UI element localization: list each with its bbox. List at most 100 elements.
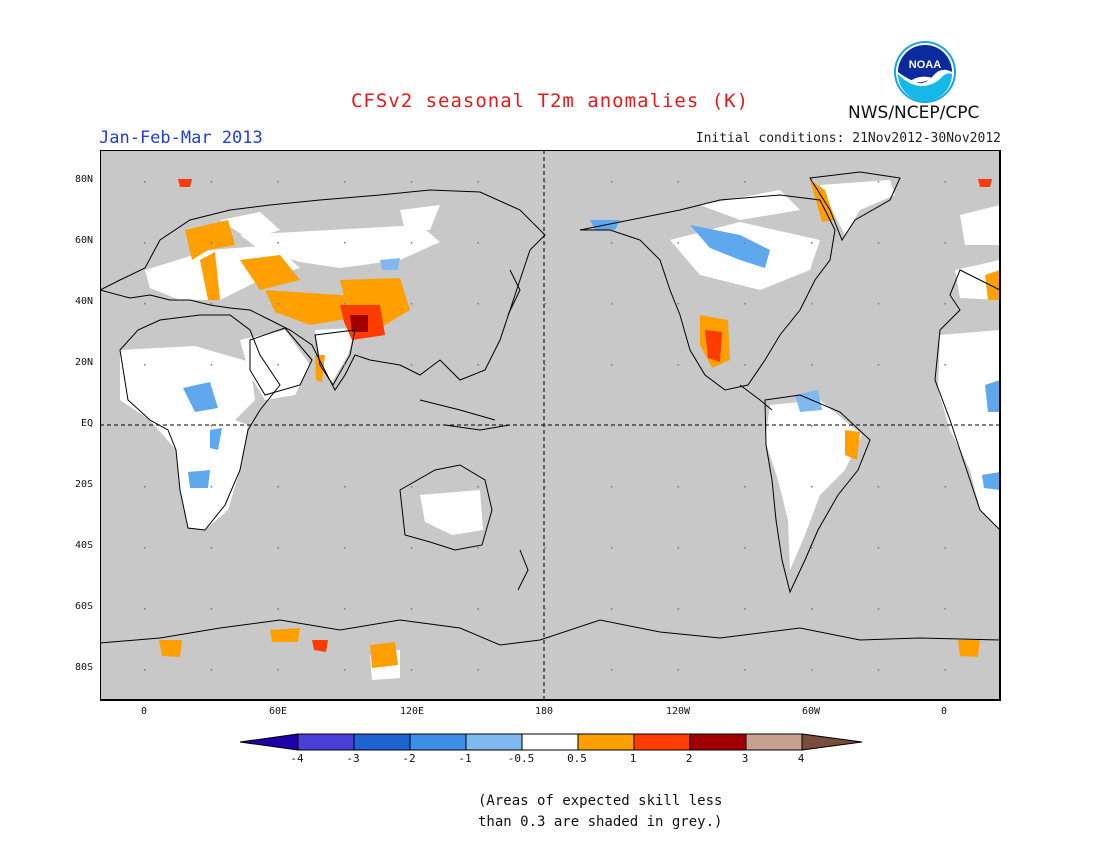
graticule-dot [277, 608, 279, 610]
graticule-dot [610, 425, 613, 427]
graticule-dot [811, 242, 813, 244]
colorbar-swatch [633, 733, 691, 751]
graticule-dot [544, 486, 546, 488]
graticule-dot [877, 425, 880, 427]
lat-label-60n: 60N [74, 235, 93, 246]
graticule-dot [544, 364, 546, 366]
graticule-dot [277, 547, 279, 549]
graticule-dot [677, 303, 680, 305]
forecast-period: Jan-Feb-Mar 2013 [99, 128, 263, 148]
graticule-dot [277, 242, 279, 244]
graticule-dot [277, 181, 279, 183]
graticule-dot [410, 425, 413, 427]
graticule-dot [877, 242, 880, 244]
graticule-dot [677, 181, 680, 183]
graticule-dot [410, 303, 413, 305]
lon-label-60w: 60W [801, 706, 821, 717]
agency-label: NWS/NCEP/CPC [848, 103, 980, 123]
graticule-dot [344, 242, 346, 244]
graticule-dot [410, 181, 413, 183]
graticule-dot [744, 547, 746, 549]
graticule-dot [344, 425, 346, 427]
lon-label-60e: 60E [268, 706, 288, 717]
graticule-dot [811, 547, 813, 549]
graticule-dot [544, 669, 546, 671]
graticule-dot [277, 669, 279, 671]
graticule-dot [477, 425, 479, 427]
graticule-dot [944, 608, 946, 610]
graticule-dot [144, 242, 146, 244]
graticule-dot [477, 242, 479, 244]
graticule-dot [744, 181, 746, 183]
map-title: CFSv2 seasonal T2m anomalies (K) [350, 90, 750, 112]
graticule-dot [610, 242, 613, 244]
graticule-dot [210, 303, 213, 305]
lon-label-0-right: 0 [940, 706, 948, 717]
graticule-dot [811, 669, 813, 671]
graticule-dot [811, 303, 813, 305]
colorbar-label: -4 [290, 752, 304, 765]
graticule-dot [210, 547, 213, 549]
graticule-dot [744, 608, 746, 610]
graticule-dot [344, 547, 346, 549]
graticule-dot [744, 364, 746, 366]
graticule-dot [344, 364, 346, 366]
graticule-dot [477, 364, 479, 366]
graticule-dot [410, 486, 413, 488]
graticule-dot [944, 486, 946, 488]
footnote-line-2: than 0.3 are shaded in grey.) [478, 814, 723, 830]
graticule-dot [477, 486, 479, 488]
graticule-dot [544, 547, 546, 549]
colorbar-label: 3 [741, 752, 749, 765]
colorbar-swatch [745, 733, 803, 751]
colorbar-label: 2 [685, 752, 693, 765]
graticule-dot [877, 547, 880, 549]
graticule-dot [944, 242, 946, 244]
graticule-dot [677, 364, 680, 366]
graticule-dot [944, 364, 946, 366]
graticule-dot [277, 303, 279, 305]
lat-label-80s: 80S [74, 662, 93, 673]
graticule-dot [210, 425, 213, 427]
colorbar-swatch [689, 733, 747, 751]
graticule-dot [477, 181, 479, 183]
graticule-dot [277, 425, 279, 427]
graticule-dot [410, 669, 413, 671]
graticule-dot [477, 669, 479, 671]
graticule-dot [677, 242, 680, 244]
graticule-dot [144, 669, 146, 671]
graticule-dot [677, 669, 680, 671]
graticule-dot [144, 181, 146, 183]
initial-conditions: Initial conditions: 21Nov2012-30Nov2012 [695, 131, 1001, 146]
graticule-dot [344, 669, 346, 671]
graticule-dot [877, 364, 880, 366]
graticule-dot [210, 242, 213, 244]
graticule-dot [344, 181, 346, 183]
graticule-dot [677, 486, 680, 488]
graticule-dot [610, 608, 613, 610]
noaa-logo: NOAA [894, 41, 956, 103]
graticule-dot [410, 364, 413, 366]
graticule-dot [744, 669, 746, 671]
colorbar-swatch [465, 733, 523, 751]
graticule-dot [344, 486, 346, 488]
graticule-dot [210, 181, 213, 183]
colorbar-arrow-high [801, 733, 862, 751]
graticule-dot [677, 547, 680, 549]
graticule-dot [877, 486, 880, 488]
graticule-dot [477, 608, 479, 610]
colorbar-swatch [577, 733, 635, 751]
graticule-dot [210, 486, 213, 488]
footnote-line-1: (Areas of expected skill less [478, 793, 723, 809]
graticule-dot [544, 608, 546, 610]
graticule-dot [744, 486, 746, 488]
graticule-dot [677, 425, 680, 427]
graticule-dot [410, 547, 413, 549]
colorbar-label: -3 [346, 752, 360, 765]
graticule-dot [610, 486, 613, 488]
colorbar-label: 1 [629, 752, 637, 765]
graticule-dot [544, 425, 546, 427]
graticule-dot [744, 242, 746, 244]
graticule-dot [877, 303, 880, 305]
lon-label-0: 0 [140, 706, 148, 717]
